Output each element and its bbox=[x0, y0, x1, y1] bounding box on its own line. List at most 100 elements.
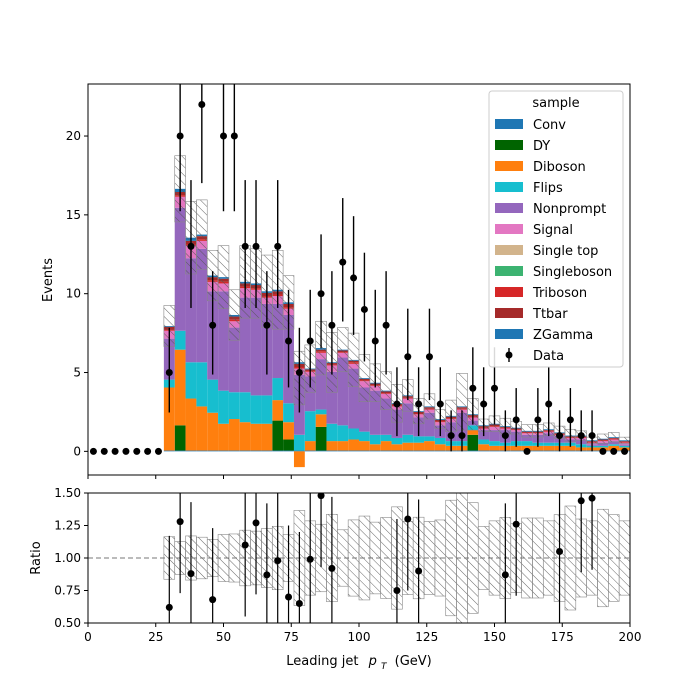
data-point bbox=[512, 416, 520, 424]
stack-bar bbox=[510, 450, 522, 452]
stack-bar bbox=[304, 376, 316, 412]
ratio-y-axis-label: Ratio bbox=[29, 541, 44, 574]
legend-item: Nonprompt bbox=[495, 202, 606, 217]
stack-bar bbox=[196, 248, 208, 363]
data-point bbox=[469, 384, 477, 392]
ratio-point bbox=[295, 600, 303, 607]
data-point bbox=[165, 369, 173, 377]
x-axis-label-math: p bbox=[368, 654, 377, 669]
data-point bbox=[480, 400, 488, 408]
data-point bbox=[241, 242, 249, 250]
data-point bbox=[220, 132, 227, 140]
stack-bar bbox=[348, 450, 359, 452]
legend-swatch bbox=[495, 182, 523, 192]
stack-bar bbox=[521, 434, 533, 442]
stack-bar bbox=[174, 425, 186, 451]
stack-bar bbox=[315, 426, 327, 451]
uncertainty-bin bbox=[597, 433, 609, 444]
stack-bar bbox=[380, 441, 392, 451]
stack-bar bbox=[174, 330, 186, 350]
legend: sample Conv DY Diboson Flips Nonprompt Signal S… bbox=[488, 90, 624, 368]
stack-bar bbox=[196, 362, 208, 407]
stack-bar bbox=[489, 430, 500, 442]
stack-bar bbox=[326, 450, 338, 452]
ratio-plot-panel: 0.50 0.75 1.00 1.25 1.50 0 25 50 75 100 125 150 175… bbox=[29, 486, 642, 644]
stack-bar bbox=[315, 414, 327, 427]
legend-label: DY bbox=[533, 139, 550, 154]
uncertainty-bin bbox=[608, 432, 620, 443]
stack-bar bbox=[424, 441, 435, 451]
ratio-point bbox=[393, 587, 401, 594]
stack-bar bbox=[326, 441, 338, 451]
data-point bbox=[122, 447, 130, 455]
stack-bar bbox=[326, 423, 338, 442]
ratio-point bbox=[209, 596, 217, 604]
data-point bbox=[154, 447, 162, 455]
stack-bar bbox=[174, 349, 186, 426]
data-point bbox=[285, 337, 293, 345]
stack-bar bbox=[402, 403, 414, 435]
stack-bar bbox=[337, 450, 349, 452]
stack-bar bbox=[272, 400, 284, 421]
stack-bar bbox=[207, 379, 219, 413]
stack-bar bbox=[185, 362, 197, 399]
x-axis-label-subscript: T bbox=[381, 662, 388, 672]
stack-bar bbox=[489, 445, 500, 451]
data-point bbox=[393, 400, 401, 408]
y-tick-label: 5 bbox=[73, 366, 81, 380]
y-tick-label: 15 bbox=[66, 208, 81, 222]
stack-bar bbox=[196, 450, 208, 452]
stack-bar bbox=[402, 434, 414, 443]
stack-bar bbox=[272, 303, 284, 379]
stack-bar bbox=[218, 390, 229, 424]
stack-bar bbox=[434, 437, 446, 445]
x-tick-label: 200 bbox=[619, 630, 642, 644]
stack-bar bbox=[304, 411, 316, 442]
stack-bar bbox=[228, 450, 240, 452]
stack-bar bbox=[218, 450, 229, 452]
stack-bar bbox=[326, 371, 338, 424]
ratio-point bbox=[241, 541, 249, 549]
x-axis-label-main: Leading jet bbox=[286, 654, 358, 669]
stack-bar bbox=[391, 444, 403, 451]
data-point bbox=[425, 353, 433, 361]
data-point bbox=[176, 132, 184, 140]
x-tick-label: 175 bbox=[551, 630, 574, 644]
legend-item: Diboson bbox=[495, 160, 586, 175]
uncertainty-bin bbox=[521, 424, 533, 438]
ratio-point bbox=[501, 571, 509, 579]
legend-item: DY bbox=[495, 139, 550, 154]
stack-bar bbox=[185, 398, 197, 451]
ratio-y-tick-label: 0.75 bbox=[54, 584, 81, 598]
stack-bar bbox=[359, 431, 370, 442]
stack-bar bbox=[543, 445, 555, 451]
stack-bar bbox=[293, 434, 305, 451]
stack-bar bbox=[543, 433, 555, 443]
data-point bbox=[306, 337, 314, 345]
data-point bbox=[599, 447, 607, 455]
stack-bar bbox=[315, 409, 327, 415]
stack-bar bbox=[424, 450, 435, 452]
legend-item: Ttbar bbox=[495, 307, 568, 322]
data-point bbox=[382, 321, 390, 329]
main-y-axis: 0 5 10 15 20 bbox=[66, 129, 88, 458]
stack-bar bbox=[239, 450, 251, 452]
ratio-point bbox=[252, 519, 260, 527]
stack-bar bbox=[239, 422, 251, 451]
legend-label: Diboson bbox=[533, 160, 586, 175]
legend-swatch bbox=[495, 140, 523, 150]
stack-bar bbox=[619, 444, 630, 446]
stack-bar bbox=[608, 441, 620, 445]
stack-bar bbox=[261, 395, 273, 424]
data-point bbox=[339, 258, 347, 266]
data-point bbox=[350, 274, 358, 282]
data-point bbox=[447, 432, 455, 440]
uncertainty-bin bbox=[347, 332, 360, 388]
stack-bar bbox=[369, 450, 381, 452]
stack-bar bbox=[467, 434, 479, 451]
data-point bbox=[415, 400, 423, 408]
legend-item: ZGamma bbox=[495, 328, 593, 343]
stack-bar bbox=[380, 450, 392, 452]
stack-bar bbox=[337, 425, 349, 442]
data-point bbox=[501, 432, 509, 440]
